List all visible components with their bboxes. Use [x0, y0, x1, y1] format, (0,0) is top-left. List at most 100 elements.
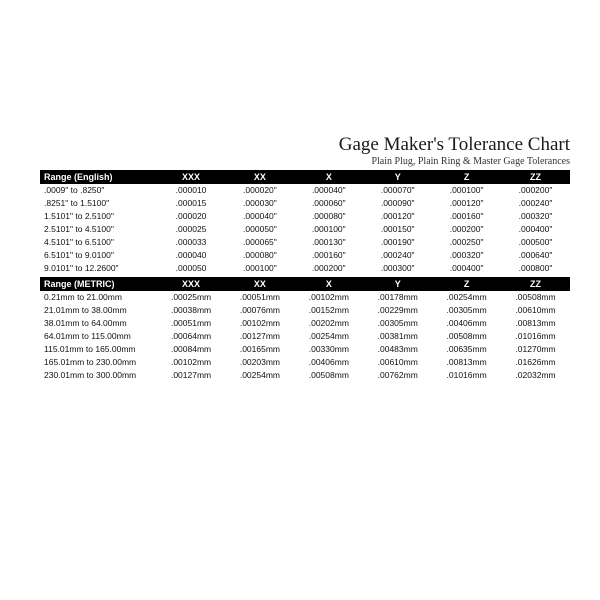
cell-value: .000150": [363, 223, 432, 236]
col-header-y: Y: [363, 170, 432, 184]
cell-value: .00051mm: [225, 291, 294, 304]
cell-value: .000320": [432, 249, 501, 262]
cell-value: .000050: [157, 262, 226, 275]
cell-value: .00508mm: [432, 330, 501, 343]
cell-value: .000240": [363, 249, 432, 262]
col-header-range: Range (English): [40, 170, 157, 184]
table-row: 115.01mm to 165.00mm.00084mm.00165mm.003…: [40, 343, 570, 356]
cell-value: .00102mm: [225, 317, 294, 330]
cell-value: .00038mm: [157, 304, 226, 317]
cell-value: .000200": [294, 262, 363, 275]
cell-range: 6.5101" to 9.0100": [40, 249, 157, 262]
table-row: 230.01mm to 300.00mm.00127mm.00254mm.005…: [40, 369, 570, 382]
col-header-z: Z: [432, 170, 501, 184]
cell-range: 0.21mm to 21.00mm: [40, 291, 157, 304]
col-header-x: X: [294, 277, 363, 291]
table-row: 6.5101" to 9.0100".000040.000080".000160…: [40, 249, 570, 262]
cell-value: .00165mm: [225, 343, 294, 356]
cell-value: .01016mm: [432, 369, 501, 382]
cell-range: 21.01mm to 38.00mm: [40, 304, 157, 317]
cell-range: 165.01mm to 230.00mm: [40, 356, 157, 369]
page-subtitle: Plain Plug, Plain Ring & Master Gage Tol…: [40, 156, 570, 167]
table-header-row: Range (METRIC) XXX XX X Y Z ZZ: [40, 277, 570, 291]
cell-value: .00202mm: [294, 317, 363, 330]
table-row: 0.21mm to 21.00mm.00025mm.00051mm.00102m…: [40, 291, 570, 304]
cell-value: .000065": [225, 236, 294, 249]
cell-value: .000800": [501, 262, 570, 275]
cell-value: .000400": [432, 262, 501, 275]
cell-value: .000130": [294, 236, 363, 249]
cell-value: .00025mm: [157, 291, 226, 304]
cell-value: .000010: [157, 184, 226, 197]
cell-value: .000320": [501, 210, 570, 223]
cell-value: .000100": [432, 184, 501, 197]
cell-value: .00330mm: [294, 343, 363, 356]
cell-value: .00483mm: [363, 343, 432, 356]
cell-value: .01626mm: [501, 356, 570, 369]
tolerance-table-metric: Range (METRIC) XXX XX X Y Z ZZ 0.21mm to…: [40, 277, 570, 382]
cell-range: 230.01mm to 300.00mm: [40, 369, 157, 382]
cell-value: .000100": [294, 223, 363, 236]
cell-value: .00127mm: [225, 330, 294, 343]
cell-value: .000025: [157, 223, 226, 236]
table-row: 1.5101" to 2.5100".000020.000040".000080…: [40, 210, 570, 223]
tolerance-table-english: Range (English) XXX XX X Y Z ZZ .0009" t…: [40, 170, 570, 275]
table-row: 64.01mm to 115.00mm.00064mm.00127mm.0025…: [40, 330, 570, 343]
cell-value: .00508mm: [501, 291, 570, 304]
col-header-xxx: XXX: [157, 170, 226, 184]
cell-value: .00064mm: [157, 330, 226, 343]
cell-value: .000050": [225, 223, 294, 236]
cell-value: .00635mm: [432, 343, 501, 356]
cell-range: 4.5101" to 6.5100": [40, 236, 157, 249]
table-row: .0009" to .8250".000010.000020".000040".…: [40, 184, 570, 197]
cell-value: .000300": [363, 262, 432, 275]
table-row: 4.5101" to 6.5100".000033.000065".000130…: [40, 236, 570, 249]
cell-value: .02032mm: [501, 369, 570, 382]
cell-value: .00203mm: [225, 356, 294, 369]
cell-value: .000070": [363, 184, 432, 197]
cell-range: 1.5101" to 2.5100": [40, 210, 157, 223]
col-header-x: X: [294, 170, 363, 184]
cell-range: 38.01mm to 64.00mm: [40, 317, 157, 330]
table-row: 9.0101" to 12.2600".000050.000100".00020…: [40, 262, 570, 275]
cell-value: .000200": [432, 223, 501, 236]
cell-value: .000040": [225, 210, 294, 223]
col-header-y: Y: [363, 277, 432, 291]
cell-value: .00084mm: [157, 343, 226, 356]
cell-range: .8251" to 1.5100": [40, 197, 157, 210]
cell-value: .000090": [363, 197, 432, 210]
cell-value: .00254mm: [294, 330, 363, 343]
cell-value: .00254mm: [432, 291, 501, 304]
cell-value: .00610mm: [501, 304, 570, 317]
cell-value: .00813mm: [432, 356, 501, 369]
cell-value: .000160": [432, 210, 501, 223]
cell-value: .000640": [501, 249, 570, 262]
cell-value: .000400": [501, 223, 570, 236]
table-row: 21.01mm to 38.00mm.00038mm.00076mm.00152…: [40, 304, 570, 317]
col-header-range: Range (METRIC): [40, 277, 157, 291]
cell-value: .00305mm: [363, 317, 432, 330]
cell-value: .000080": [225, 249, 294, 262]
page-title: Gage Maker's Tolerance Chart: [40, 135, 570, 156]
cell-value: .00254mm: [225, 369, 294, 382]
cell-value: .000033: [157, 236, 226, 249]
cell-value: .00381mm: [363, 330, 432, 343]
cell-value: .000240": [501, 197, 570, 210]
cell-value: .000200": [501, 184, 570, 197]
table-row: 165.01mm to 230.00mm.00102mm.00203mm.004…: [40, 356, 570, 369]
cell-value: .00127mm: [157, 369, 226, 382]
table-header-row: Range (English) XXX XX X Y Z ZZ: [40, 170, 570, 184]
cell-value: .01270mm: [501, 343, 570, 356]
cell-value: .00406mm: [432, 317, 501, 330]
cell-value: .000100": [225, 262, 294, 275]
cell-value: .00102mm: [157, 356, 226, 369]
col-header-z: Z: [432, 277, 501, 291]
cell-range: 115.01mm to 165.00mm: [40, 343, 157, 356]
cell-range: 2.5101" to 4.5100": [40, 223, 157, 236]
cell-value: .000030": [225, 197, 294, 210]
cell-range: .0009" to .8250": [40, 184, 157, 197]
cell-value: .000080": [294, 210, 363, 223]
col-header-zz: ZZ: [501, 277, 570, 291]
col-header-zz: ZZ: [501, 170, 570, 184]
cell-value: .00508mm: [294, 369, 363, 382]
